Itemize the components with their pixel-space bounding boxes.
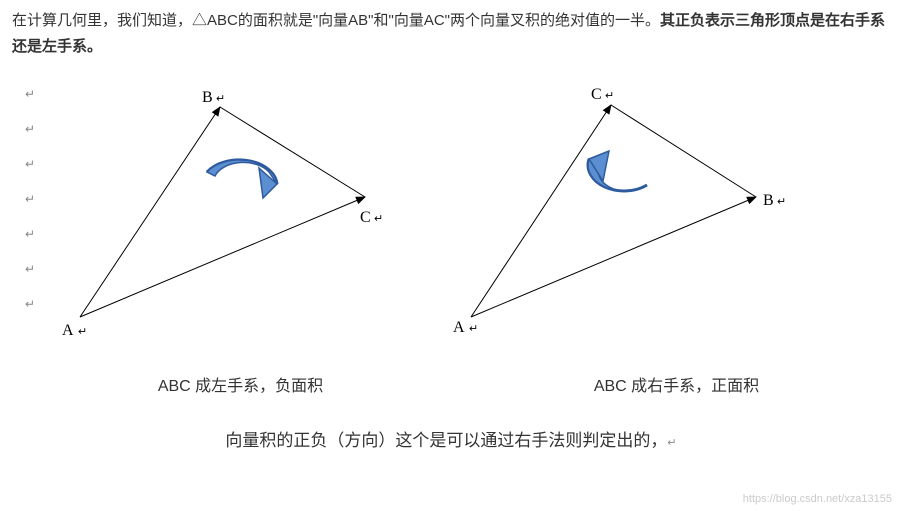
return-mark: ↵ <box>25 182 35 217</box>
svg-text:↵: ↵ <box>216 93 225 105</box>
return-mark: ↵ <box>25 252 35 287</box>
diagram-left: ↵ ↵ ↵ ↵ ↵ ↵ ↵ A B C ↵ ↵ ↵ <box>20 77 451 357</box>
footer-text: 向量积的正负（方向）这个是可以通过右手法则判定出的， <box>225 431 667 450</box>
svg-text:↵: ↵ <box>777 196 786 208</box>
vertex-A-label: A <box>453 319 465 336</box>
return-mark: ↵ <box>25 287 35 322</box>
edge-AB <box>471 197 756 317</box>
caption-row: ABC 成左手系，负面积 ABC 成右手系，正面积 <box>0 357 902 396</box>
clockwise-arrow-icon <box>207 160 277 198</box>
header-text-part1: 在计算几何里，我们知道，△ABC的面积就是"向量AB"和"向量AC"两个向量叉积… <box>12 12 660 29</box>
diagram-right: A B C ↵ ↵ ↵ <box>431 77 862 357</box>
return-marks: ↵ ↵ ↵ ↵ ↵ ↵ ↵ <box>25 77 35 322</box>
return-mark: ↵ <box>25 217 35 252</box>
svg-text:↵: ↵ <box>605 90 614 102</box>
svg-text:↵: ↵ <box>469 323 478 335</box>
footer-return: ↵ <box>667 437 676 449</box>
diagram-container: ↵ ↵ ↵ ↵ ↵ ↵ ↵ A B C ↵ ↵ ↵ <box>0 67 902 357</box>
footer-text-line: 向量积的正负（方向）这个是可以通过右手法则判定出的，↵ <box>0 396 902 451</box>
vertex-C-label: C <box>591 86 602 103</box>
edge-BC <box>220 107 365 197</box>
edge-CB <box>611 105 756 197</box>
triangle-right-svg: A B C ↵ ↵ ↵ <box>431 77 831 357</box>
vertex-B-label: B <box>763 192 774 209</box>
edge-AB <box>80 107 220 317</box>
caption-left: ABC 成左手系，负面积 <box>0 372 451 396</box>
vertex-A-label: A <box>62 322 74 339</box>
counterclockwise-arrow-icon <box>588 151 647 191</box>
vertex-C-label: C <box>360 209 371 226</box>
svg-text:↵: ↵ <box>78 326 87 338</box>
return-mark: ↵ <box>25 77 35 112</box>
return-mark: ↵ <box>25 112 35 147</box>
watermark: https://blog.csdn.net/xza13155 <box>743 493 892 505</box>
caption-right: ABC 成右手系，正面积 <box>451 372 902 396</box>
vertex-B-label: B <box>202 89 213 106</box>
header-paragraph: 在计算几何里，我们知道，△ABC的面积就是"向量AB"和"向量AC"两个向量叉积… <box>0 0 902 67</box>
triangle-left-svg: A B C ↵ ↵ ↵ <box>20 77 420 357</box>
return-mark: ↵ <box>25 147 35 182</box>
svg-text:↵: ↵ <box>374 213 383 225</box>
edge-AC <box>80 197 365 317</box>
edge-AC <box>471 105 611 317</box>
